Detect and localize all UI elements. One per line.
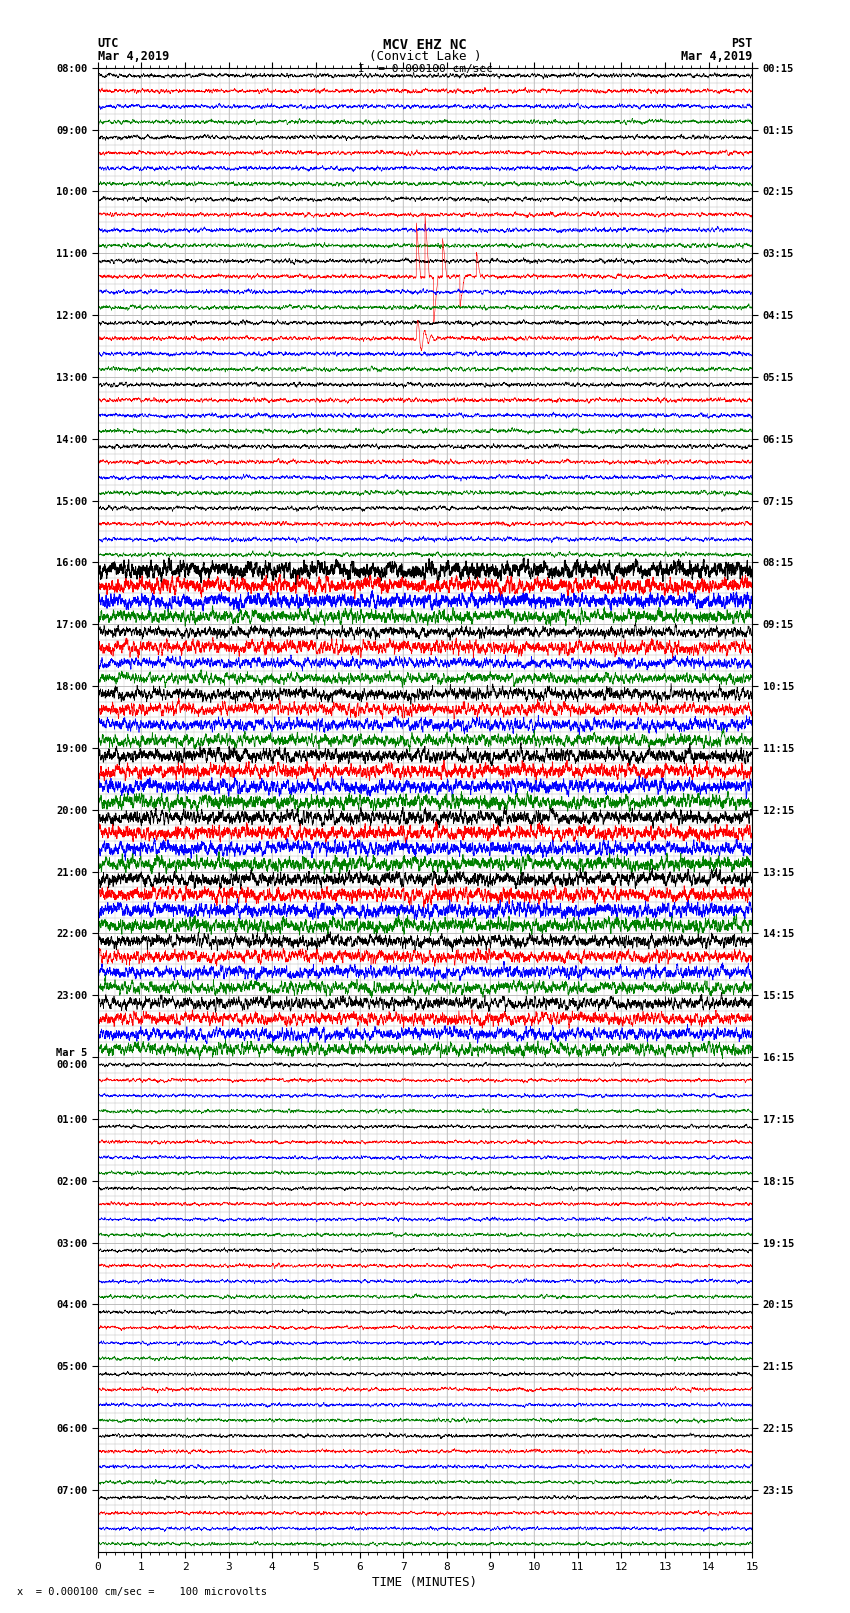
Text: UTC: UTC — [98, 37, 119, 50]
Text: Mar 4,2019: Mar 4,2019 — [98, 50, 169, 63]
Text: Mar 4,2019: Mar 4,2019 — [681, 50, 752, 63]
Text: (Convict Lake ): (Convict Lake ) — [369, 50, 481, 63]
Text: MCV EHZ NC: MCV EHZ NC — [383, 37, 467, 52]
Text: x  = 0.000100 cm/sec =    100 microvolts: x = 0.000100 cm/sec = 100 microvolts — [17, 1587, 267, 1597]
Text: PST: PST — [731, 37, 752, 50]
X-axis label: TIME (MINUTES): TIME (MINUTES) — [372, 1576, 478, 1589]
Text: I  = 0.000100 cm/sec: I = 0.000100 cm/sec — [358, 65, 492, 74]
